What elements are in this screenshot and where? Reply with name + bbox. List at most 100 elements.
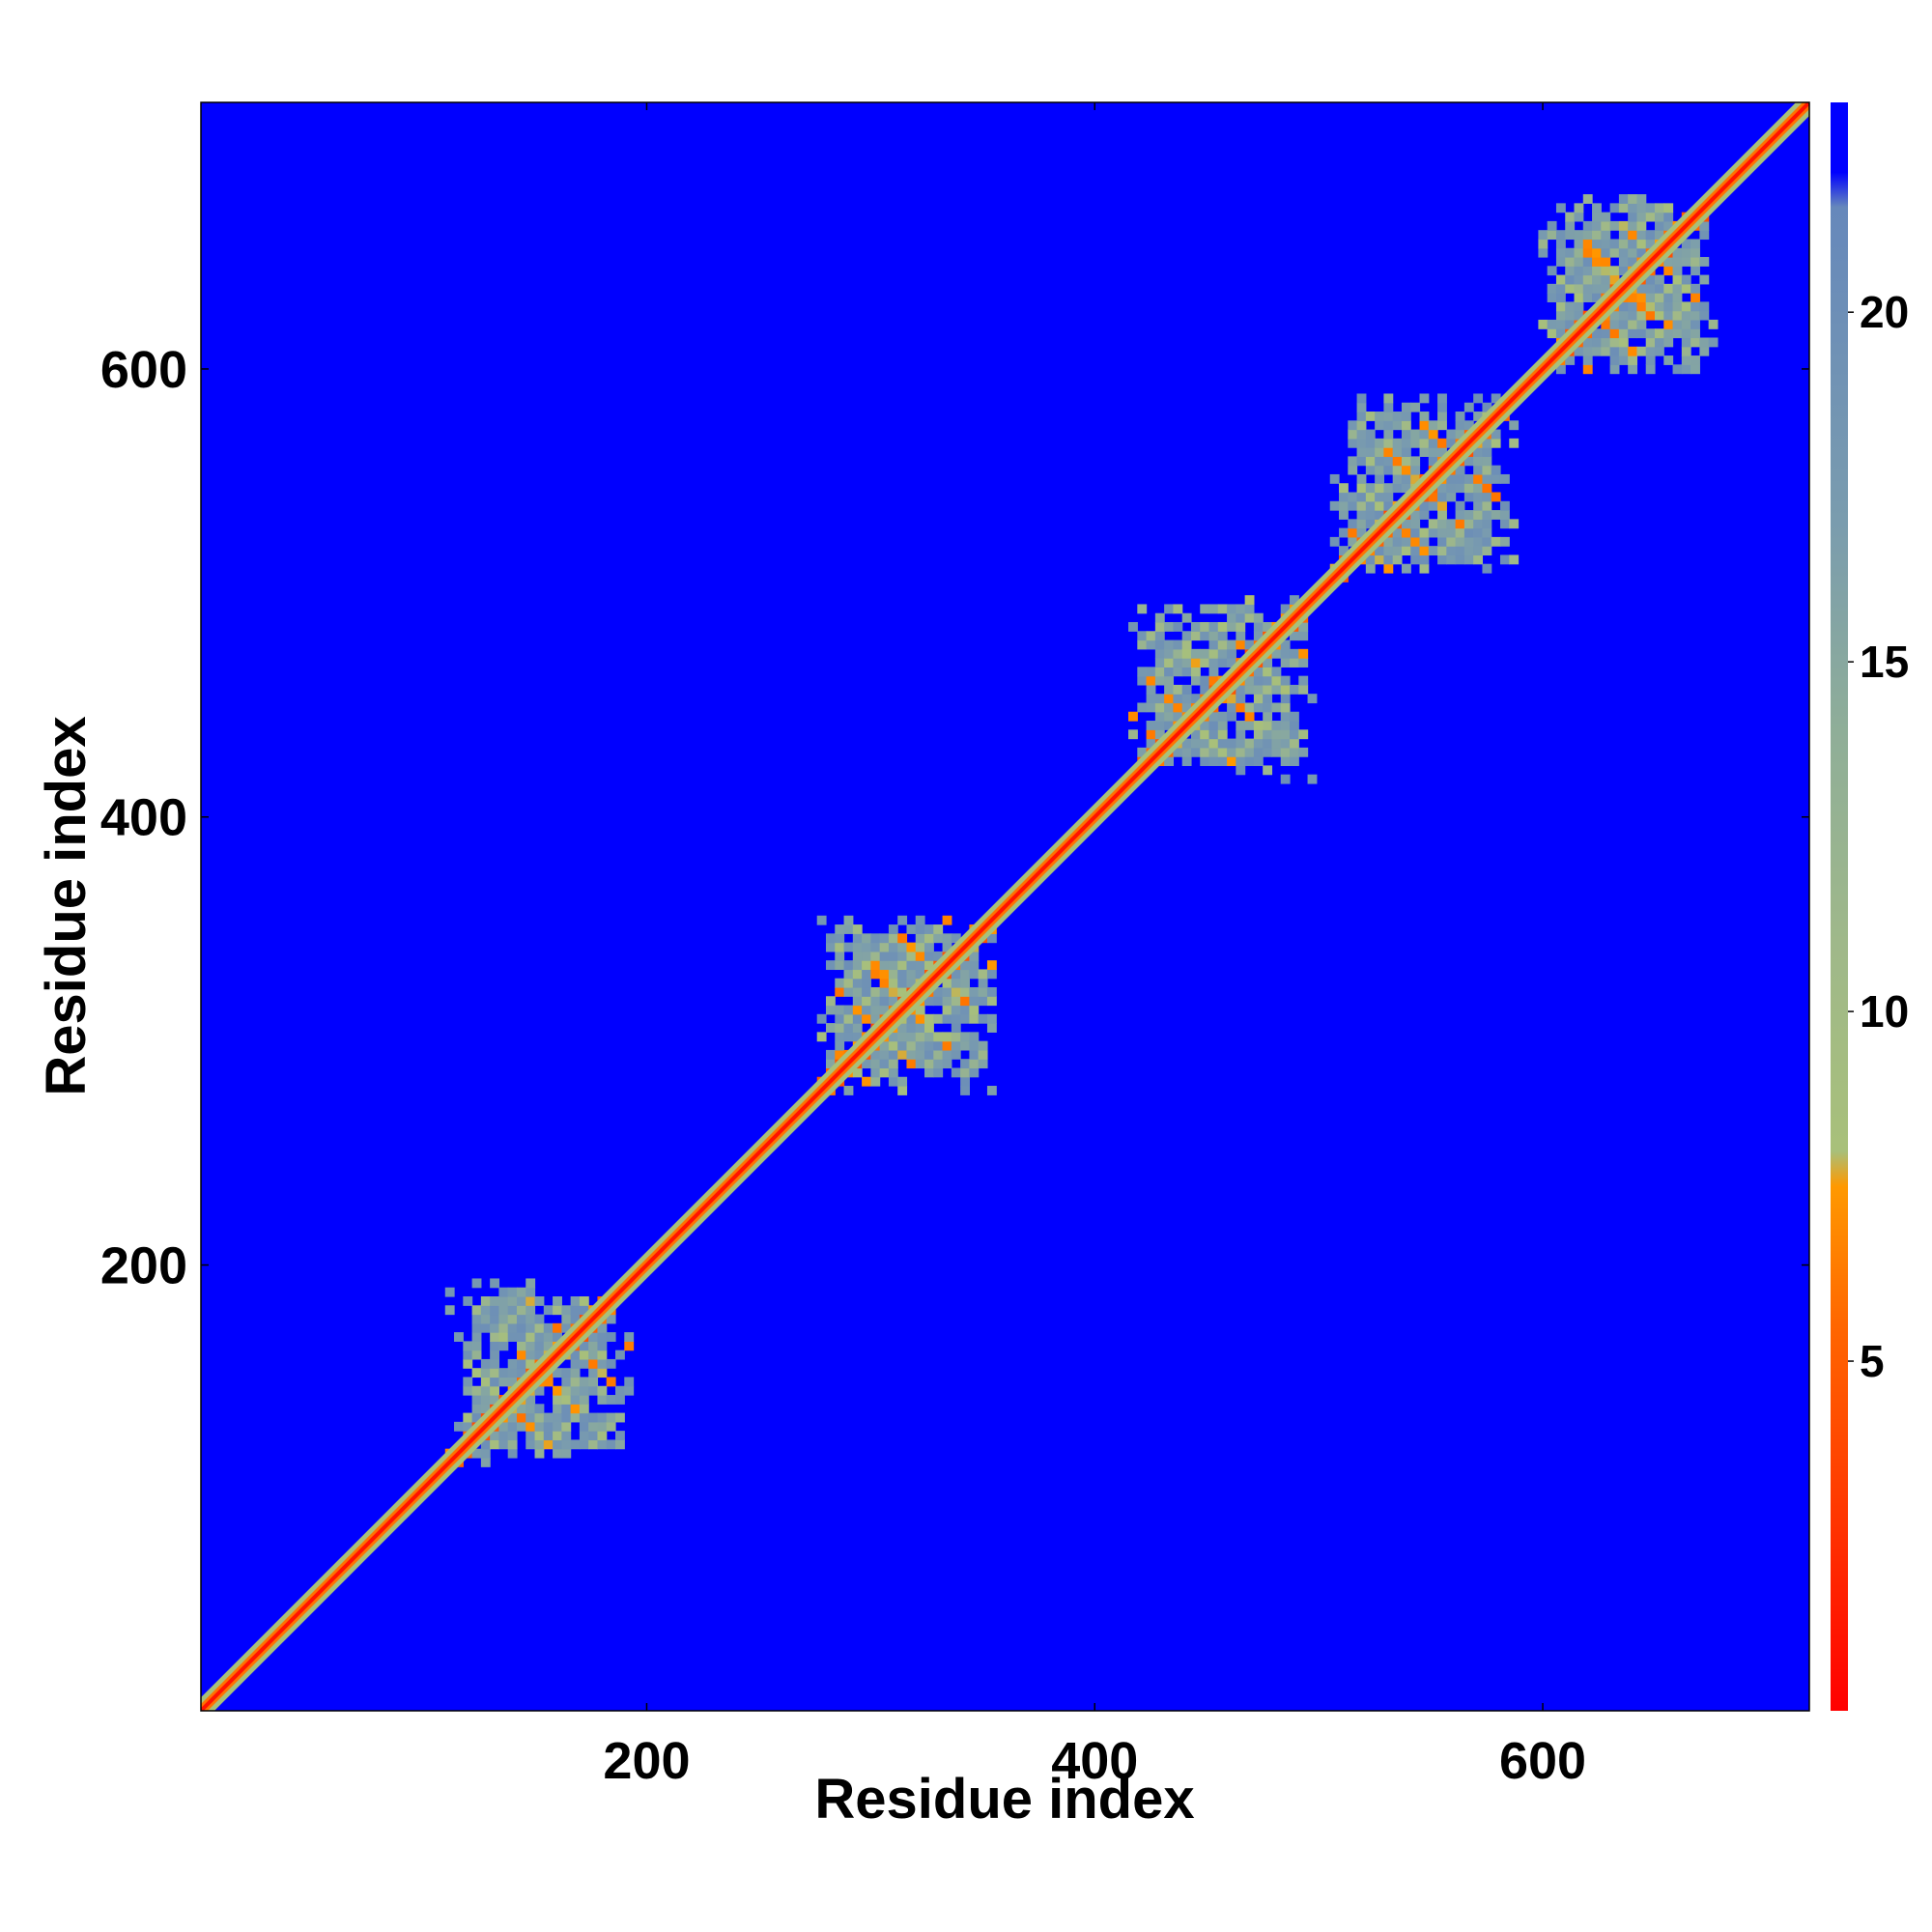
heatmap-cell (1356, 412, 1367, 421)
heatmap-cell (1298, 729, 1309, 740)
heatmap-cell (978, 986, 988, 997)
heatmap-cell (597, 1421, 608, 1432)
heatmap-cell (588, 1341, 599, 1351)
heatmap-cell (1410, 527, 1421, 538)
heatmap-cell (1663, 301, 1674, 312)
heatmap-cell (498, 1341, 509, 1351)
heatmap-cell (1555, 310, 1566, 321)
heatmap-cell (1592, 266, 1602, 276)
heatmap-cell (1392, 412, 1403, 421)
heatmap-cell (870, 1049, 881, 1060)
heatmap-cell (1137, 747, 1148, 757)
heatmap-cell (534, 1350, 545, 1360)
heatmap-cell (1455, 429, 1465, 440)
heatmap-cell (624, 1385, 635, 1396)
heatmap-cell (1200, 729, 1210, 740)
heatmap-cell (1663, 257, 1674, 267)
heatmap-cell (1298, 648, 1309, 659)
heatmap-cell (1164, 667, 1175, 677)
heatmap-cell (1401, 536, 1411, 547)
heatmap-cell (1690, 319, 1700, 329)
heatmap-cell (1491, 393, 1501, 404)
heatmap-cell (951, 1032, 961, 1042)
heatmap-cell (1356, 510, 1367, 520)
heatmap-cell (1654, 328, 1664, 339)
heatmap-cell (1401, 438, 1411, 448)
heatmap-cell (1410, 456, 1421, 467)
heatmap-cell (1592, 203, 1602, 213)
heatmap-cell (870, 1005, 881, 1015)
heatmap-cell (1280, 756, 1291, 767)
heatmap-cell (543, 1439, 554, 1450)
heatmap-cell (1271, 702, 1282, 713)
heatmap-cell (1672, 247, 1683, 258)
heatmap-cell (951, 933, 961, 944)
heatmap-cell (490, 1332, 500, 1342)
heatmap-cell (1410, 546, 1421, 556)
heatmap-cell (588, 1412, 599, 1423)
y-axis-ticks: 200 400 600 (100, 341, 1809, 1295)
heatmap-cell (1164, 639, 1175, 650)
heatmap-cell (507, 1421, 518, 1432)
heatmap-cell (570, 1439, 581, 1450)
heatmap-cell (879, 996, 890, 1007)
heatmap-cell (843, 1005, 854, 1015)
heatmap-cell (1365, 500, 1376, 511)
heatmap-cell (1190, 658, 1201, 668)
heatmap-cell (1582, 257, 1593, 267)
heatmap-cell (825, 1049, 836, 1060)
heatmap-cell (490, 1385, 500, 1396)
heatmap-cell (561, 1385, 572, 1396)
heatmap-cell (1428, 438, 1438, 448)
heatmap-cell (534, 1295, 545, 1306)
heatmap-cell (1339, 546, 1349, 556)
heatmap-cell (543, 1332, 554, 1342)
heatmap-cell (1601, 247, 1611, 258)
heatmap-cell (1181, 694, 1192, 704)
heatmap-cell (951, 996, 961, 1007)
heatmap-cell (1582, 194, 1593, 204)
heatmap-cell (852, 960, 863, 971)
heatmap-cell (1164, 721, 1175, 730)
heatmap-cell (1307, 694, 1318, 704)
heatmap-cell (1708, 337, 1719, 348)
heatmap-cell (1446, 429, 1457, 440)
heatmap-cell (516, 1368, 526, 1378)
heatmap-cell (471, 1368, 482, 1378)
heatmap-cell (1555, 239, 1566, 249)
heatmap-cell (543, 1421, 554, 1432)
heatmap-cell (1681, 301, 1691, 312)
heatmap-cell (490, 1358, 500, 1369)
heatmap-cell (615, 1439, 625, 1450)
heatmap-cell (1348, 420, 1358, 431)
heatmap-cell (835, 942, 845, 952)
heatmap-cell (1181, 702, 1192, 713)
heatmap-cell (1356, 420, 1367, 431)
heatmap-cell (1547, 283, 1557, 294)
heatmap-cell (1392, 438, 1403, 448)
heatmap-cell (1437, 492, 1447, 502)
heatmap-cell (1491, 536, 1501, 547)
heatmap-cell (1290, 721, 1299, 730)
heatmap-cell (1555, 203, 1566, 213)
heatmap-cell (852, 1067, 863, 1078)
heatmap-cell (1419, 527, 1430, 538)
heatmap-cell (1565, 283, 1576, 294)
heatmap-cell (1208, 621, 1219, 632)
heatmap-cell (1190, 675, 1201, 686)
heatmap-cell (1401, 473, 1411, 484)
heatmap-cell (553, 1431, 562, 1441)
heatmap-cell (1636, 247, 1647, 258)
heatmap-cell (471, 1385, 482, 1396)
heatmap-cell (1208, 675, 1219, 686)
heatmap-cell (843, 1013, 854, 1024)
heatmap-cell (1365, 492, 1376, 502)
heatmap-cell (1348, 429, 1358, 440)
heatmap-cell (526, 1395, 536, 1405)
heatmap-cell (969, 1005, 980, 1015)
heatmap-cell (1253, 729, 1264, 740)
heatmap-cell (843, 942, 854, 952)
heatmap-cell (888, 1032, 898, 1042)
heatmap-cell (516, 1322, 526, 1333)
heatmap-cell (960, 969, 970, 980)
